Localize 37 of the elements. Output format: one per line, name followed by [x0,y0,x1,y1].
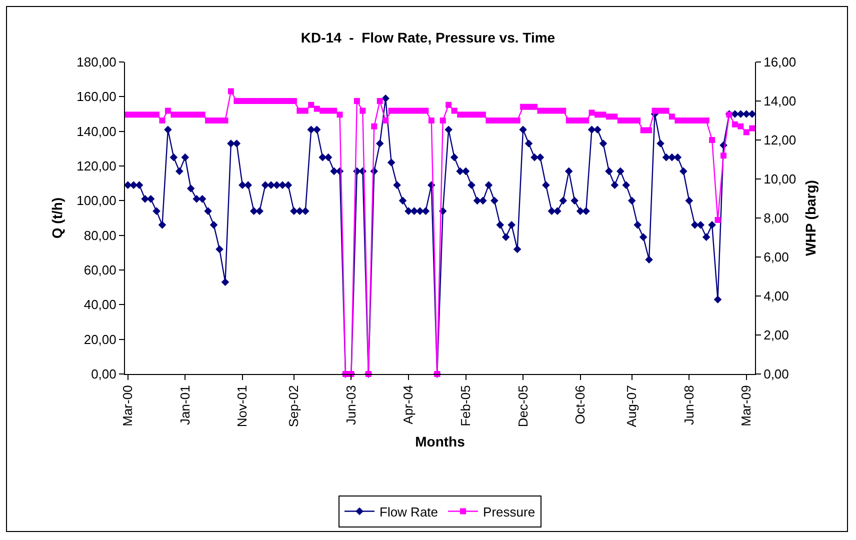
y-tick-label: 80,00 [84,228,116,243]
y2-tick-label: 10,00 [764,172,796,187]
x-tick-label: Mar-00 [120,385,136,426]
y2-tick-label: 4,00 [764,288,789,304]
y2-tick-label: 12,00 [764,132,796,148]
x-tick-label: Jun-08 [681,385,696,425]
y-tick-label: 60,00 [84,262,116,278]
x-tick-label: Jun-03 [343,385,358,425]
y-tick-label: 20,00 [84,332,116,347]
y-tick-label: 160,00 [76,89,116,104]
x-tick-label: Dec-05 [515,385,530,428]
y-tick-label: 0,00 [91,366,116,382]
x-tick-label: Mar-09 [738,385,754,426]
y-tick-label: 100,00 [76,193,116,208]
y2-tick-label: 2,00 [764,328,789,343]
x-axis-title: Months [415,433,466,450]
y-axis-title: Q (t/h) [49,197,66,239]
x-tick-label: Apr-04 [400,385,416,424]
y-tick-label: 120,00 [76,158,116,174]
x-tick-label: Sep-02 [286,385,302,428]
y2-tick-label: 6,00 [764,250,789,265]
y-tick-label: 40,00 [84,297,116,312]
y2-tick-label: 8,00 [764,210,789,226]
y-tick-label: 180,00 [76,54,116,70]
y-tick-label: 140,00 [76,124,116,139]
x-tick-label: Feb-05 [458,385,473,426]
y2-tick-label: 0,00 [764,366,789,382]
legend-label: Flow Rate [380,504,438,520]
chart-title: KD-14 - Flow Rate, Pressure vs. Time [300,30,556,46]
x-tick-label: Oct-06 [572,385,588,424]
x-tick-label: Aug-07 [624,385,640,428]
x-tick-label: Jan-01 [177,385,192,425]
x-tick-label: Nov-01 [234,385,250,428]
y2-axis-title: WHP (barg) [802,180,818,256]
y2-tick-label: 14,00 [764,94,796,109]
legend-label: Pressure [483,504,536,520]
y2-tick-label: 16,00 [764,54,796,70]
